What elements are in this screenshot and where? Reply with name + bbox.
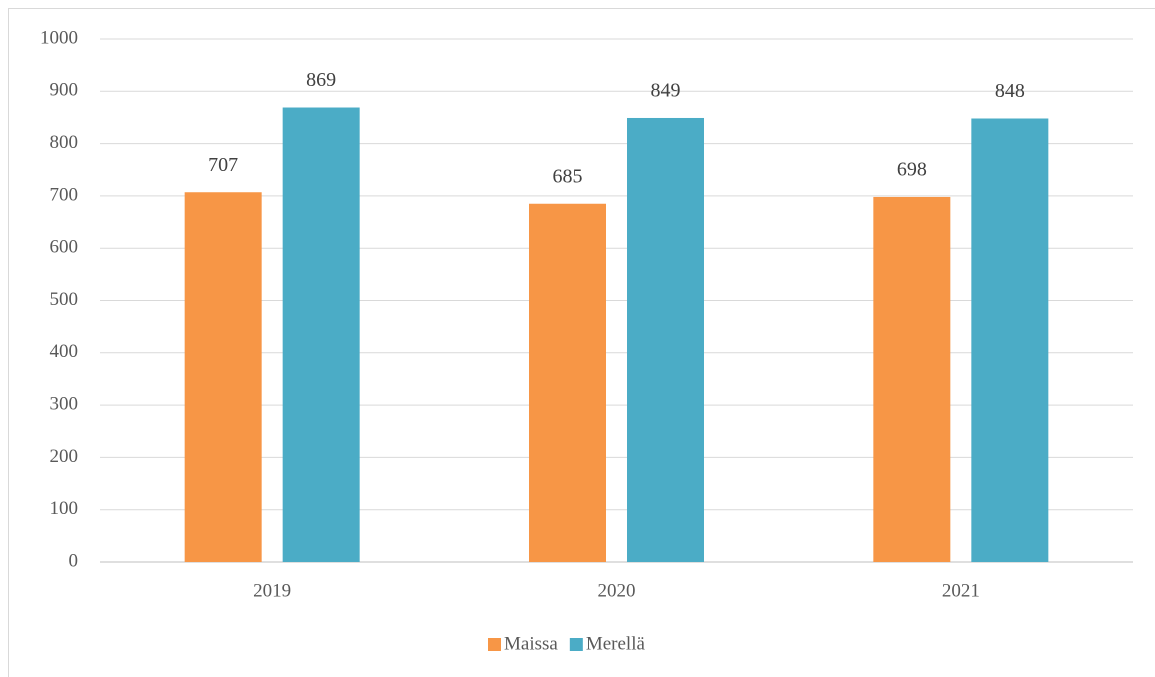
- data-label: 869: [306, 69, 336, 91]
- y-tick-label: 1000: [40, 27, 78, 48]
- y-tick-label: 0: [69, 550, 79, 571]
- bar: [873, 196, 951, 563]
- bar: [529, 203, 606, 562]
- legend-label: Maissa: [504, 633, 558, 654]
- data-label: 698: [897, 159, 927, 181]
- y-tick-label: 400: [50, 341, 79, 362]
- legend-label: Merellä: [586, 633, 646, 654]
- y-tick-label: 800: [50, 132, 79, 153]
- y-tick-label: 100: [50, 498, 79, 519]
- y-tick-label: 500: [50, 289, 79, 310]
- legend-swatch: [569, 638, 583, 651]
- y-tick-label: 300: [50, 393, 79, 414]
- data-label: 848: [995, 80, 1025, 102]
- chart-border: [8, 8, 1155, 677]
- x-tick-label: 2021: [942, 580, 980, 601]
- y-tick-label: 600: [50, 237, 79, 258]
- x-tick-label: 2019: [253, 580, 291, 601]
- y-tick-label: 200: [50, 446, 79, 467]
- x-tick-label: 2020: [598, 580, 636, 601]
- legend-swatch: [488, 638, 501, 651]
- bar: [282, 107, 360, 562]
- data-label: 707: [208, 154, 238, 176]
- y-tick-label: 700: [50, 184, 79, 205]
- data-label: 849: [651, 80, 681, 102]
- bar: [627, 117, 704, 563]
- bar: [184, 192, 262, 562]
- y-tick-label: 900: [50, 80, 79, 101]
- data-label: 685: [553, 165, 583, 187]
- bar: [971, 118, 1049, 562]
